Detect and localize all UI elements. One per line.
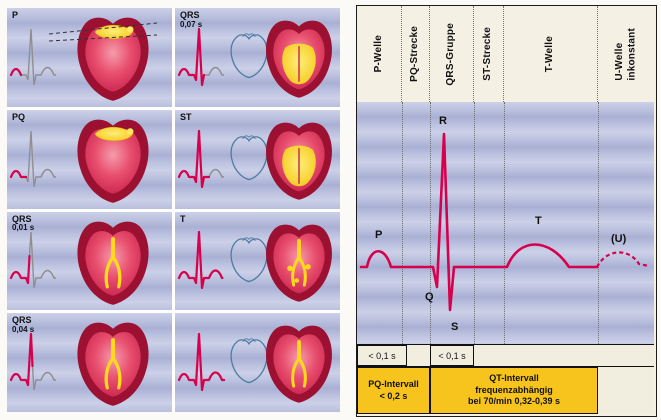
phase-cell-p: P: [7, 8, 172, 107]
column-divider: [474, 102, 475, 344]
phase-cell-pq: PQ: [7, 109, 172, 209]
wave-label-u: (U): [611, 233, 627, 245]
ecg-wave-chart: P-Welle PQ-Strecke QRS-Gruppe ST-Strecke…: [356, 5, 657, 417]
phase-label: ST: [180, 111, 192, 122]
heart-septum-activation-icon: [72, 318, 154, 410]
p-duration-box: < 0,1 s: [357, 345, 407, 366]
mini-ecg-trace: [9, 332, 56, 391]
qt-interval-box: QT-Intervall frequenzabhängig bei 70/min…: [430, 367, 598, 414]
duration-row: < 0,1 s < 0,1 s: [357, 344, 654, 366]
phase-label: PQ: [12, 111, 26, 122]
phase-label: QRS 0,04 s: [12, 315, 35, 335]
heart-av-node-icon: [72, 115, 154, 207]
wave-label-p: P: [375, 229, 382, 241]
phase-cell-complete: [175, 313, 340, 412]
column-divider: [598, 102, 599, 344]
column-header-st-strecke: ST-Strecke: [474, 6, 504, 102]
phase-cell-qrs-007: QRS 0,07 s: [175, 8, 340, 107]
interval-row: PQ-Intervall < 0,2 s QT-Intervall freque…: [357, 366, 654, 414]
wave-label-r: R: [439, 115, 447, 127]
phase-label: QRS 0,07 s: [180, 10, 203, 29]
ecg-trace-area: P R Q S T (U): [357, 102, 654, 344]
ecg-waveform: P R Q S T (U): [359, 115, 650, 333]
annotation-dashed-lines: [48, 22, 158, 42]
heart-ventricles-excited-icon: [261, 118, 337, 204]
phase-label: P: [12, 10, 19, 20]
mini-ecg-trace: [9, 130, 56, 187]
phase-cell-st: ST: [175, 109, 340, 209]
mini-ecg-trace: [9, 28, 56, 85]
wave-label-s: S: [451, 321, 458, 333]
column-header-pq-strecke: PQ-Strecke: [402, 6, 430, 102]
column-divider: [504, 102, 505, 344]
qrs-duration-box: < 0,1 s: [430, 345, 474, 366]
heart-conduction-system-icon: [261, 321, 337, 407]
mini-ecg-trace: [177, 231, 224, 290]
heart-bundle-activation-icon: [72, 217, 154, 309]
mini-ecg-trace: [177, 129, 224, 188]
column-header-p-welle: P-Welle: [357, 6, 402, 102]
column-header-qrs-gruppe: QRS-Gruppe: [430, 6, 474, 102]
phase-label: T: [180, 213, 186, 224]
column-header-t-welle: T-Welle: [504, 6, 598, 102]
wave-label-t: T: [535, 215, 542, 227]
heart-ventricles-activated-icon: [261, 16, 337, 102]
heart-repolarization-icon: [261, 220, 337, 306]
phase-cell-qrs-001: QRS 0,01 s: [7, 211, 172, 311]
mini-ecg-trace: [9, 232, 56, 289]
mini-ecg-trace: [177, 332, 225, 392]
phase-cell-t: T: [175, 211, 340, 311]
column-header-u-welle: U-Welle inkonstant: [598, 6, 654, 102]
phase-cell-qrs-004: QRS 0,04 s: [7, 313, 172, 412]
mini-ecg-trace: [177, 27, 224, 86]
column-divider: [430, 102, 431, 344]
cardiac-cycle-grid: P QRS 0,07 s: [7, 8, 340, 412]
phase-label: QRS 0,01 s: [12, 213, 35, 233]
pq-interval-box: PQ-Intervall < 0,2 s: [357, 367, 430, 414]
wave-label-q: Q: [425, 291, 434, 303]
column-divider: [402, 102, 403, 344]
